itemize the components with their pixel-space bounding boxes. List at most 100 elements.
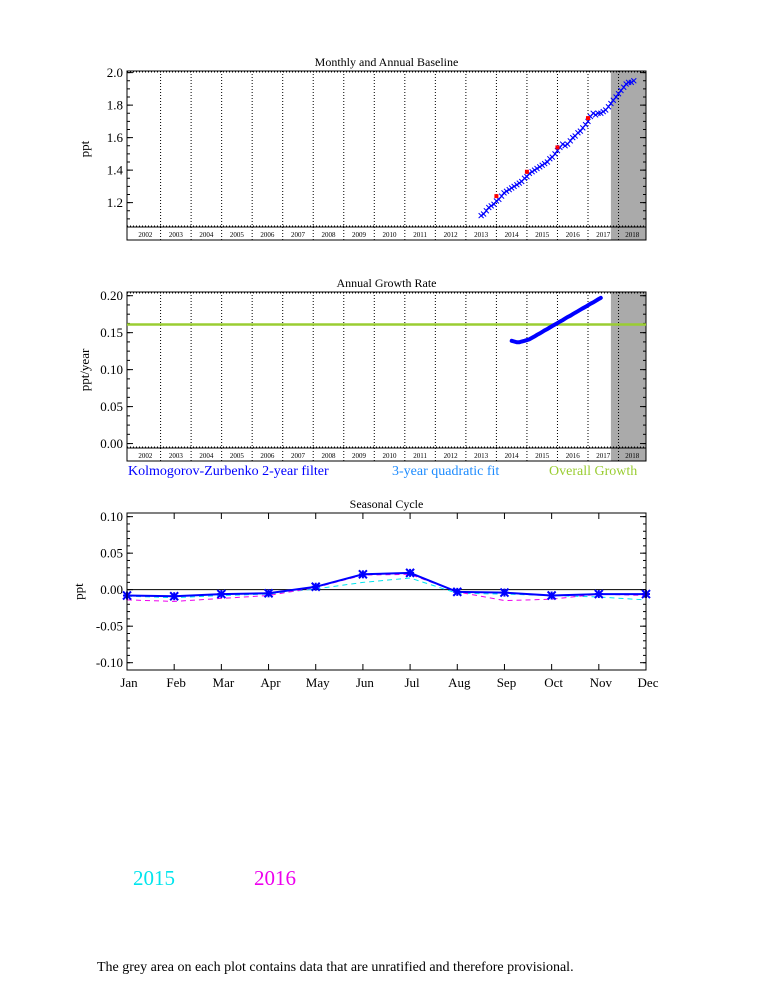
marker-stroke [506,186,513,193]
growth-rate-panel: Annual Growth Rate ppt/year 2002 2003 2004 20… [77,276,647,462]
year-label: 2014 [505,231,520,239]
marker-stroke [524,173,530,180]
seasonal-mean-point [499,587,510,598]
seasonal-mean-point [546,590,557,601]
year-label: 2013 [474,452,489,460]
marker-stroke [501,190,507,196]
year-label: 2004 [199,231,214,239]
marker-stroke [559,141,566,147]
annual-point [524,169,529,174]
year-label: 2006 [260,231,275,239]
month-label: Sep [497,675,517,690]
monthly-point [575,129,581,136]
monthly-point [536,164,543,170]
marker-stroke [541,160,548,167]
year-label: 2007 [291,452,306,460]
marker-stroke [508,185,515,191]
annual-point [494,194,499,199]
year-label: 2009 [352,452,367,460]
monthly-point [620,84,627,91]
marker-stroke [511,183,517,190]
marker-stroke [529,168,535,175]
marker-stroke [478,212,484,219]
legend-quadratic-label: 3-year quadratic fit [392,464,500,479]
year-label: 2016 [566,452,581,460]
year-label: 2005 [230,231,245,239]
marker-stroke [552,151,558,157]
monthly-point [608,100,614,107]
monthly-point [582,121,589,128]
marker-stroke [567,138,574,144]
y-tick-label: 1.4 [107,163,124,178]
monthly-point [521,175,528,182]
monthly-point [567,138,574,144]
seasonal-mean-point [594,589,604,599]
monthly-point [478,212,484,219]
y-axis-label: ppt [71,583,86,600]
marker-stroke [605,103,612,110]
marker-stroke [544,159,551,165]
monthly-point [600,108,607,115]
marker-stroke [493,198,500,204]
month-label: Jun [356,675,375,690]
seasonal-mean-point [169,591,179,601]
monthly-point [488,203,495,209]
plot-frame [126,512,647,671]
year-label: 2012 [444,452,459,460]
monthly-point [511,183,517,190]
legend-overall-label: Overall Growth [549,464,638,479]
annual-point [555,145,560,150]
y-tick-label: 0.00 [100,582,123,597]
monthly-point [546,155,553,162]
provisional-area [610,71,646,240]
annual-point [585,116,590,121]
monthly-point [552,151,558,157]
year-label: 2009 [352,231,367,239]
y-tick-label: 1.6 [107,130,124,145]
month-label: Apr [260,675,281,690]
marker-stroke [485,204,492,211]
year-label: 2011 [413,452,427,460]
marker-stroke [491,201,497,208]
year-label: 2008 [321,452,336,460]
marker-stroke [539,162,546,169]
monthly-point [516,180,523,186]
monthly-point [498,193,505,199]
monthly-point [592,112,599,118]
marker-stroke [514,181,520,188]
marker-stroke [613,94,619,100]
seasonal-mean-line [126,571,646,598]
monthly-point [597,110,604,117]
marker-stroke [590,110,597,117]
monthly-point [559,141,566,147]
marker-stroke [620,84,627,91]
marker-stroke [600,108,607,115]
marker-stroke [582,121,589,128]
y-tick-label: -0.05 [96,619,123,634]
y-tick-label: 0.10 [100,509,123,524]
monthly-point [577,128,584,134]
monthly-point [539,162,546,169]
marker-stroke [483,207,490,214]
month-label: Oct [544,675,563,690]
marker-stroke [569,134,576,141]
chart-title: Monthly and Annual Baseline [315,55,459,69]
seasonal-mean-point [216,589,227,599]
monthly-point [483,207,490,214]
monthly-point [623,81,630,87]
monthly-point [544,159,551,165]
year-label: 2003 [169,231,184,239]
seasonal-mean-point [405,568,415,578]
year-label: 2010 [383,452,398,460]
marker-stroke [623,81,630,87]
year-label: 2018 [625,231,640,239]
monthly-point [630,77,637,84]
month-label: Mar [213,675,235,690]
month-label: Jan [120,675,138,690]
seasonal-mean-point [263,588,274,599]
marker-stroke [577,128,584,134]
seasonal-cycle-panel: Seasonal Cycle ppt -0.10 -0.05 0.00 0.05 0.10 J… [71,497,659,690]
year-key-2016: 2016 [254,866,296,890]
kz-filter-line [509,295,603,345]
